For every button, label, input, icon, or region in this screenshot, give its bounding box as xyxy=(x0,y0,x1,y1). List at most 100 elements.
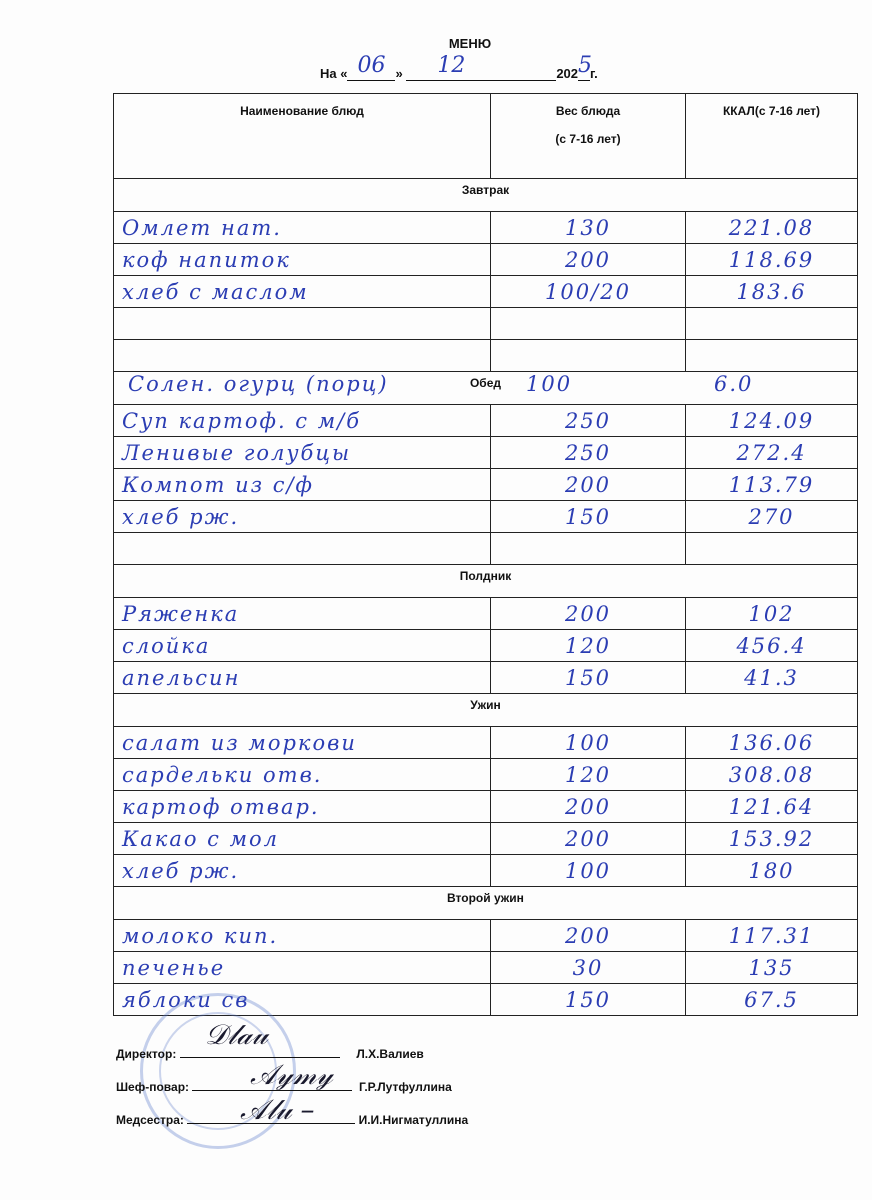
dish-weight-cell: 150 xyxy=(490,661,686,694)
dish-name: картоф отвар. xyxy=(122,794,320,819)
dish-name-cell: Компот из с/ф xyxy=(113,468,491,501)
month-value: 12 xyxy=(437,53,466,78)
dish-weight-cell: 100 xyxy=(490,854,686,887)
dish-weight: 120 xyxy=(564,633,612,658)
dish-name-cell xyxy=(113,339,491,372)
table-row: сардельки отв. 120 308.08 xyxy=(113,758,858,791)
header-weight: Вес блюда (с 7-16 лет) xyxy=(490,93,686,179)
dish-weight: 200 xyxy=(564,923,612,948)
dish-kcal: 153.92 xyxy=(728,826,815,851)
dish-kcal-cell xyxy=(685,532,858,565)
dish-weight-cell: 130 xyxy=(490,211,686,244)
day-value: 06 xyxy=(357,53,386,78)
dish-weight-cell xyxy=(490,339,686,372)
dish-weight: 200 xyxy=(564,794,612,819)
date-line: На « 06 » 12 202 5 г. xyxy=(320,53,598,81)
dish-weight: 200 xyxy=(564,826,612,851)
dish-weight-cell: 200 xyxy=(490,919,686,952)
dish-name-cell: Ряженка xyxy=(113,597,491,630)
dish-name-cell: хлеб рж. xyxy=(113,500,491,533)
dish-kcal: 67.5 xyxy=(744,987,799,1012)
dish-weight-cell: 200 xyxy=(490,822,686,855)
dish-kcal-cell: 221.08 xyxy=(685,211,858,244)
date-prefix: На « xyxy=(320,66,348,81)
dish-weight: 150 xyxy=(564,504,612,529)
dish-kcal-cell: 456.4 xyxy=(685,629,858,662)
dish-weight-cell xyxy=(490,307,686,340)
signature-director: Директор: Л.Х.Валиев xyxy=(116,1045,424,1061)
dish-name-cell: Суп картоф. с м/б xyxy=(113,404,491,437)
dish-kcal: 456.4 xyxy=(736,633,807,658)
role: Директор: xyxy=(116,1047,177,1061)
dish-name: Омлет нат. xyxy=(122,215,282,240)
table-row: апельсин 150 41.3 xyxy=(113,661,858,694)
dish-weight-cell: 30 xyxy=(490,951,686,984)
dish-name-cell: салат из моркови xyxy=(113,726,491,759)
section-header: Ужин xyxy=(113,693,858,727)
dish-name: хлеб рж. xyxy=(122,504,240,529)
dish-kcal: 272.4 xyxy=(736,440,807,465)
dish-kcal: 221.08 xyxy=(728,215,815,240)
table-row: Ленивые голубцы 250 272.4 xyxy=(113,436,858,469)
dish-kcal-cell: 135 xyxy=(685,951,858,984)
dish-name: салат из моркови xyxy=(122,730,357,755)
table-row: хлеб рж. 100 180 xyxy=(113,854,858,887)
dish-kcal: 41.3 xyxy=(744,665,799,690)
table-row: печенье 30 135 xyxy=(113,951,858,984)
dish-name: печенье xyxy=(122,955,226,980)
dish-kcal: 136.06 xyxy=(728,730,815,755)
dish-kcal: 117.31 xyxy=(728,923,815,948)
dish-name: апельсин xyxy=(122,665,241,690)
table-row: коф напиток 200 118.69 xyxy=(113,243,858,276)
date-suffix: г. xyxy=(590,66,598,81)
person-name: Л.Х.Валиев xyxy=(356,1047,424,1061)
dish-weight-cell: 150 xyxy=(490,500,686,533)
dish-weight: 100 xyxy=(526,372,573,396)
section-label: Полдник xyxy=(113,564,858,598)
dish-name: Солен. огурц (порц) xyxy=(128,372,389,396)
dish-weight: 200 xyxy=(564,601,612,626)
dish-kcal-cell: 117.31 xyxy=(685,919,858,952)
signature-nurse: Медсестра: И.И.Нигматуллина xyxy=(116,1111,468,1127)
dish-weight: 30 xyxy=(572,955,604,980)
dish-name-cell: картоф отвар. xyxy=(113,790,491,823)
dish-weight-cell: 250 xyxy=(490,404,686,437)
dish-kcal: 118.69 xyxy=(728,247,815,272)
dish-name-cell: Омлет нат. xyxy=(113,211,491,244)
official-stamp xyxy=(140,993,296,1149)
section-label: Ужин xyxy=(113,693,858,727)
dish-weight-cell: 120 xyxy=(490,629,686,662)
dish-weight-cell: 150 xyxy=(490,983,686,1016)
role: Шеф-повар: xyxy=(116,1080,190,1094)
dish-name: хлеб с маслом xyxy=(122,279,309,304)
dish-kcal: 121.64 xyxy=(728,794,815,819)
menu-table: Наименование блюд Вес блюда (с 7-16 лет) … xyxy=(113,93,858,1016)
dish-name: Суп картоф. с м/б xyxy=(122,408,362,433)
dish-kcal-cell: 67.5 xyxy=(685,983,858,1016)
dish-kcal: 135 xyxy=(748,955,795,980)
dish-kcal: 270 xyxy=(748,504,795,529)
table-row: Суп картоф. с м/б 250 124.09 xyxy=(113,404,858,437)
dish-name: Ленивые голубцы xyxy=(122,440,352,465)
section-header: Второй ужин xyxy=(113,886,858,920)
dish-name-cell: молоко кип. xyxy=(113,919,491,952)
signature-chef: Шеф-повар: Г.Р.Лутфуллина xyxy=(116,1078,452,1094)
table-row: молоко кип. 200 117.31 xyxy=(113,919,858,952)
dish-name-cell: хлеб рж. xyxy=(113,854,491,887)
dish-weight-cell: 200 xyxy=(490,468,686,501)
dish-kcal: 6.0 xyxy=(714,372,754,396)
dish-weight: 200 xyxy=(564,472,612,497)
dish-kcal: 180 xyxy=(748,858,795,883)
dish-name: молоко кип. xyxy=(122,923,279,948)
section-header: Завтрак xyxy=(113,178,858,212)
dish-kcal-cell: 180 xyxy=(685,854,858,887)
dish-name-cell: коф напиток xyxy=(113,243,491,276)
dish-name: коф напиток xyxy=(122,247,291,272)
chef-signature: 𝒜𝓎𝓂𝓎 xyxy=(250,1058,333,1091)
section-title: Ужин xyxy=(470,698,501,712)
table-row xyxy=(113,532,858,565)
dish-kcal-cell xyxy=(685,307,858,340)
dish-kcal: 102 xyxy=(748,601,795,626)
dish-name: Компот из с/ф xyxy=(122,472,314,497)
director-signature: 𝒟𝓁𝒶𝓊 xyxy=(205,1018,268,1051)
